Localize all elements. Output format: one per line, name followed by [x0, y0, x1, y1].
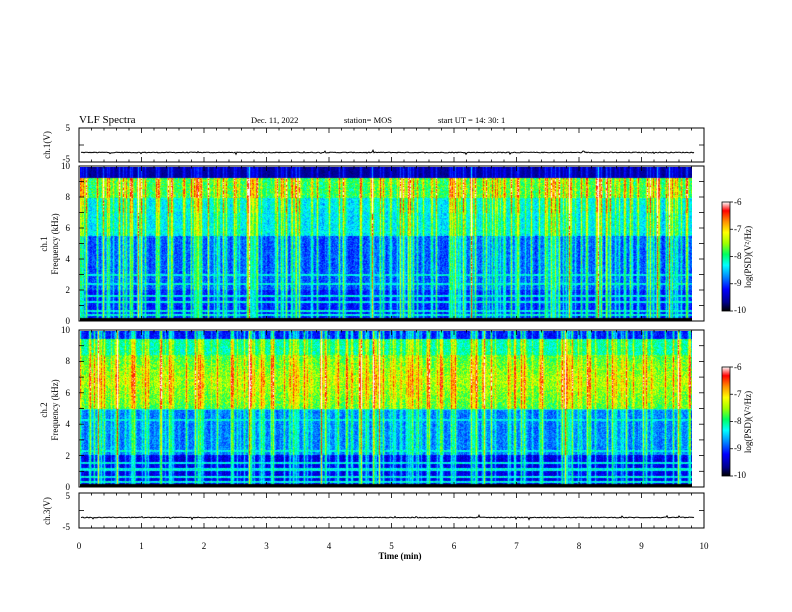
- ch1-ytick-10: 10: [61, 161, 71, 171]
- ch1-colorbar: -6 -7 -8 -9 -10 log(PSD)(V²/Hz): [721, 197, 753, 315]
- ch1-cb-tick-7: -7: [734, 224, 742, 234]
- ch2-colorbar-label: log(PSD)(V²/Hz): [743, 391, 753, 453]
- ch1-ytick-4: 4: [66, 254, 71, 264]
- ch2-spectrogram-ticks: [78, 329, 705, 488]
- ch1-spectrogram-ylabel-frequency: Frequency (kHz): [50, 213, 60, 274]
- ch1-cb-tick-10: -10: [734, 305, 746, 315]
- xtick-3: 3: [264, 541, 269, 551]
- ch3-waveform-panel: 5 -5 ch.3(V): [42, 491, 705, 532]
- ch2-ytick-0: 0: [66, 482, 71, 492]
- ch1-spectrogram-ticks: [78, 165, 705, 322]
- xtick-2: 2: [202, 541, 207, 551]
- ch2-ytick-8: 8: [66, 356, 71, 366]
- x-axis-label: Time (min): [378, 551, 421, 561]
- ch1-ytick-bottom: -5: [63, 154, 71, 164]
- ch3-ytick-top: 5: [66, 491, 71, 501]
- ch1-waveform-frame: [78, 127, 705, 163]
- ch2-ytick-4: 4: [66, 419, 71, 429]
- ch1-colorbar-bar: [721, 201, 731, 312]
- xtick-6: 6: [452, 541, 457, 551]
- xtick-1: 1: [139, 541, 144, 551]
- ch1-spectrogram-ylabel-channel: ch.1: [39, 236, 49, 251]
- ch2-ytick-6: 6: [66, 388, 71, 398]
- ch1-ytick-6: 6: [66, 223, 71, 233]
- ch1-waveform-ticks: [78, 127, 705, 163]
- station-label: station= MOS: [344, 115, 392, 125]
- ch1-waveform-ylabel: ch.1(V): [42, 131, 52, 159]
- ch2-colorbar-ticks: [730, 366, 733, 477]
- xtick-8: 8: [577, 541, 582, 551]
- ch1-colorbar-ticks: [730, 201, 733, 312]
- ch2-colorbar-bar: [721, 366, 731, 477]
- ch1-spectrogram-image: [80, 167, 692, 321]
- xtick-0: 0: [77, 541, 82, 551]
- ch2-cb-tick-6: -6: [734, 362, 742, 372]
- ch1-cb-tick-9: -9: [734, 278, 742, 288]
- ch2-ytick-10: 10: [61, 325, 71, 335]
- ch2-spectrogram-image: [80, 331, 692, 487]
- ch3-ytick-bottom: -5: [63, 522, 71, 532]
- ch1-cb-tick-6: -6: [734, 197, 742, 207]
- xtick-5: 5: [389, 541, 394, 551]
- ch2-spectrogram-ylabel-channel: ch.2: [39, 402, 49, 417]
- ch3-waveform-ylabel: ch.3(V): [42, 497, 52, 525]
- ch1-ytick-8: 8: [66, 192, 71, 202]
- ch2-spectrogram-panel: 0 2 4 6 8 10 ch.2 Frequency (kHz): [39, 325, 705, 492]
- figure-title: VLF Spectra: [79, 114, 136, 126]
- ch1-ytick-2: 2: [66, 285, 71, 295]
- ch3-waveform-ticks: [78, 492, 705, 529]
- xtick-9: 9: [639, 541, 644, 551]
- x-axis: 0 1 2 3 4 5 6 7 8 9 10 Time (min): [77, 541, 709, 561]
- start-time-label: start UT = 14: 30: 1: [438, 115, 505, 125]
- ch1-waveform-panel: 5 -5 ch.1(V): [42, 123, 705, 164]
- date-label: Dec. 11, 2022: [251, 115, 298, 125]
- ch2-cb-tick-10: -10: [734, 470, 746, 480]
- xtick-10: 10: [700, 541, 710, 551]
- xtick-7: 7: [514, 541, 519, 551]
- ch1-ytick-0: 0: [66, 316, 71, 326]
- xtick-4: 4: [327, 541, 332, 551]
- ch2-cb-tick-9: -9: [734, 443, 742, 453]
- ch1-cb-tick-8: -8: [734, 251, 742, 261]
- ch3-waveform-line: [80, 514, 695, 521]
- ch2-colorbar: -6 -7 -8 -9 -10 log(PSD)(V²/Hz): [721, 362, 753, 480]
- ch2-cb-tick-7: -7: [734, 389, 742, 399]
- ch2-cb-tick-8: -8: [734, 416, 742, 426]
- ch3-waveform-frame: [78, 492, 705, 529]
- ch2-spectrogram-ylabel-frequency: Frequency (kHz): [50, 379, 60, 440]
- ch1-spectrogram-panel: 0 2 4 6 8 10 ch.1 Frequency (kHz): [39, 161, 705, 326]
- ch2-ytick-2: 2: [66, 451, 71, 461]
- ch1-waveform-line: [80, 148, 695, 156]
- ch1-ytick-top: 5: [66, 123, 71, 133]
- ch1-colorbar-label: log(PSD)(V²/Hz): [743, 226, 753, 288]
